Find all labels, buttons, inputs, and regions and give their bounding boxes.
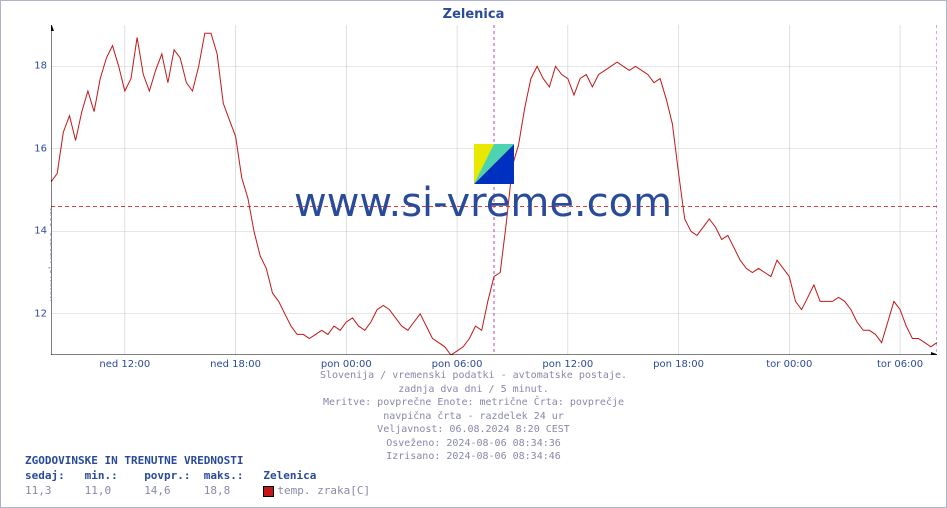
legend-swatch	[263, 486, 274, 497]
stats-col-label: sedaj:	[25, 469, 85, 484]
footer-line: Slovenija / vremenski podatki - avtomats…	[1, 369, 946, 383]
stats-labels-row: sedaj:min.:povpr.:maks.:Zelenica	[25, 469, 370, 484]
stats-value: 11,3	[25, 484, 85, 499]
stats-values-row: 11,311,014,618,8temp. zraka[C]	[25, 484, 370, 499]
stats-col-label: povpr.:	[144, 469, 204, 484]
legend-entry: temp. zraka[C]	[263, 484, 370, 499]
footer-line: navpična črta - razdelek 24 ur	[1, 410, 946, 424]
y-tick-label: 14	[17, 226, 47, 237]
chart-title: Zelenica	[1, 7, 946, 22]
stats-value: 18,8	[204, 484, 264, 499]
footer-line: Osveženo: 2024-08-06 08:34:36	[1, 437, 946, 451]
y-tick-label: 18	[17, 61, 47, 72]
stats-series-name: Zelenica	[263, 469, 316, 484]
y-tick-label: 12	[17, 308, 47, 319]
footer-line: Meritve: povprečne Enote: metrične Črta:…	[1, 396, 946, 410]
stats-block: ZGODOVINSKE IN TRENUTNE VREDNOSTI sedaj:…	[25, 454, 370, 499]
y-tick-label: 16	[17, 143, 47, 154]
stats-value: 11,0	[85, 484, 145, 499]
stats-col-label: min.:	[85, 469, 145, 484]
stats-value: 14,6	[144, 484, 204, 499]
stats-header: ZGODOVINSKE IN TRENUTNE VREDNOSTI	[25, 454, 370, 469]
footer-line: Veljavnost: 06.08.2024 8:20 CEST	[1, 423, 946, 437]
plot-area	[51, 25, 937, 355]
stats-col-label: maks.:	[204, 469, 264, 484]
footer-metadata: Slovenija / vremenski podatki - avtomats…	[1, 369, 946, 464]
chart-container: www.si-vreme.com Zelenica 12141618 ned 1…	[0, 0, 947, 508]
footer-line: zadnja dva dni / 5 minut.	[1, 383, 946, 397]
